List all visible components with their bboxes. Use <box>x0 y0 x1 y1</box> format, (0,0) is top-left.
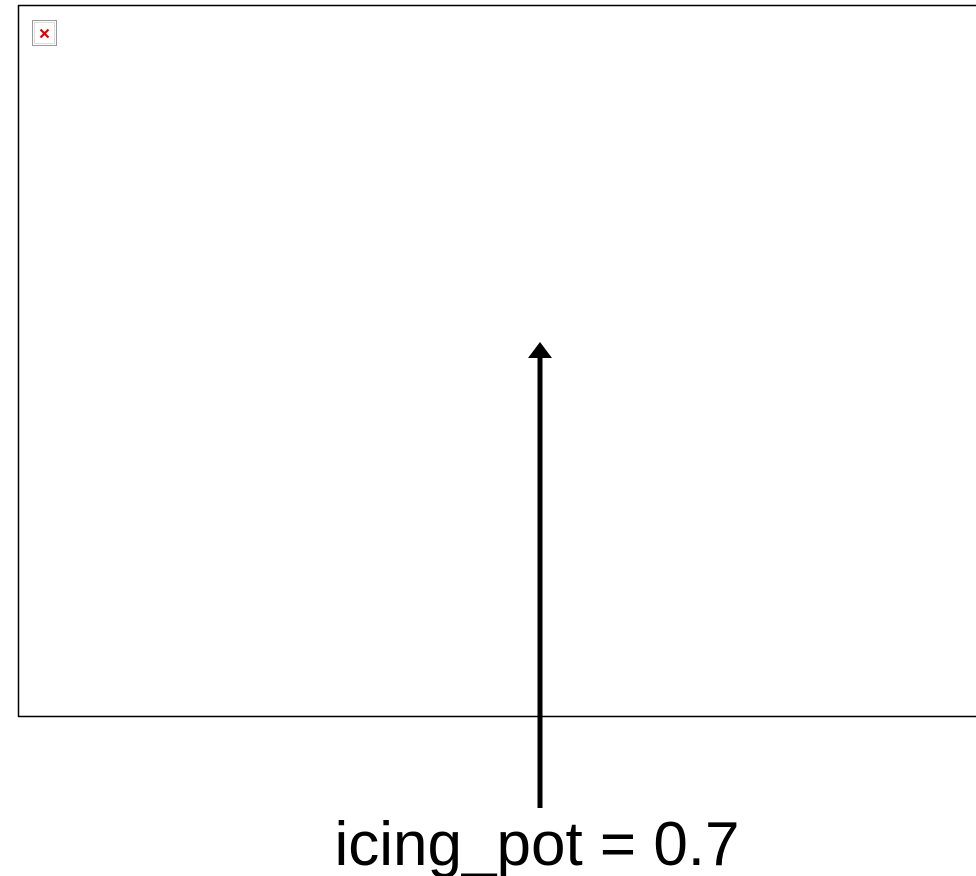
arrow <box>528 342 552 808</box>
annotation-label: icing_pot = 0.7 <box>334 810 739 876</box>
icon-x <box>39 28 50 39</box>
image-frame <box>17 4 976 718</box>
broken-image-icon <box>32 20 57 46</box>
arrow-head <box>528 342 552 358</box>
icon-inner <box>34 22 55 44</box>
